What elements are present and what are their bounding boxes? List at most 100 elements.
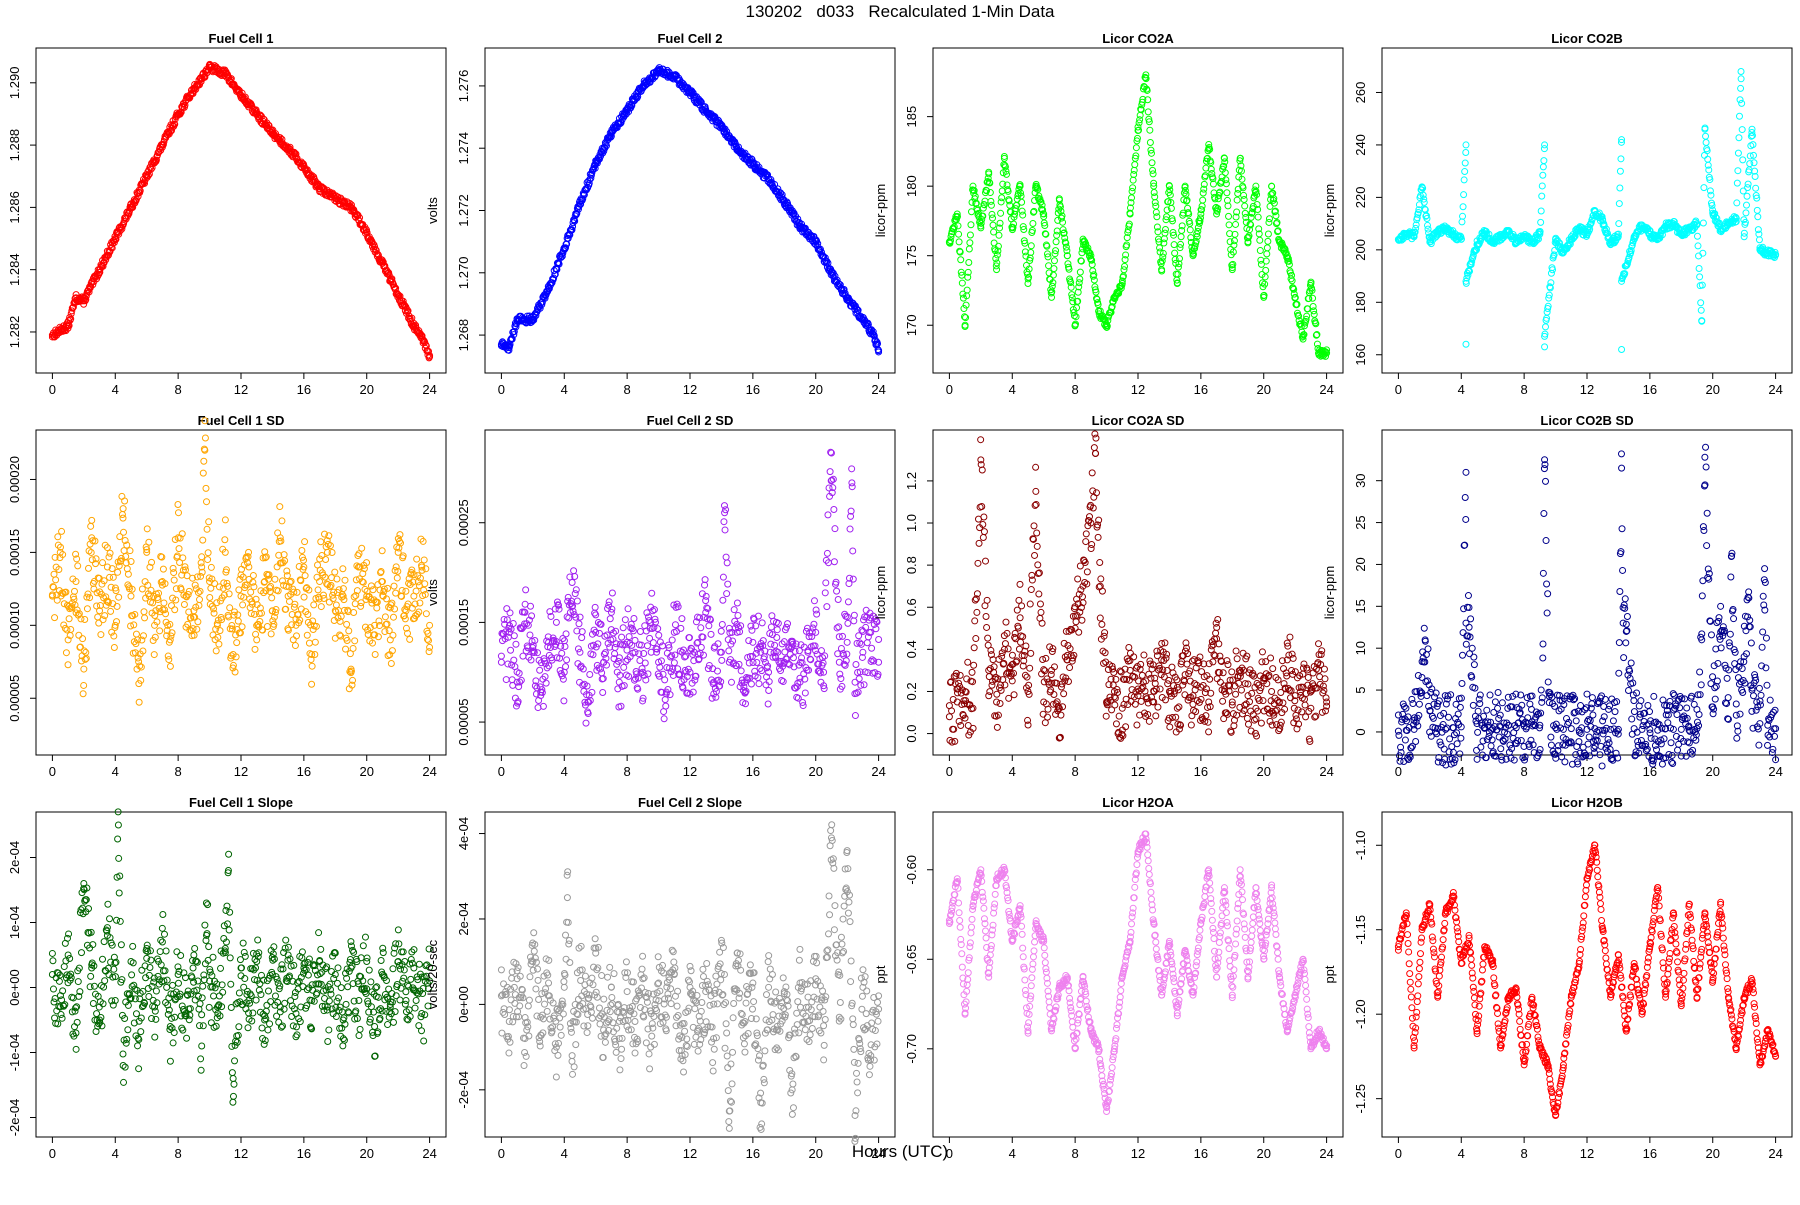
y-tick-label: 175 (904, 245, 919, 267)
data-point (731, 607, 737, 613)
data-point (340, 586, 346, 592)
data-point (370, 587, 376, 593)
data-point (168, 603, 174, 609)
data-point (315, 587, 321, 593)
x-tick-label: 4 (112, 764, 119, 779)
data-point (722, 527, 728, 533)
data-point (1540, 172, 1546, 178)
data-point (1022, 672, 1028, 678)
data-point (498, 659, 504, 665)
data-point (81, 682, 87, 688)
data-point (1696, 266, 1702, 272)
data-point (1542, 142, 1548, 148)
x-tick-label: 20 (359, 764, 373, 779)
data-point (201, 458, 207, 464)
data-point (505, 661, 511, 667)
y-tick-label: 1.268 (456, 319, 471, 352)
data-point (972, 618, 978, 624)
data-point (599, 670, 605, 676)
data-point (1735, 168, 1741, 174)
data-point (1697, 274, 1703, 280)
data-points (498, 65, 881, 355)
x-tick-label: 8 (1072, 382, 1079, 397)
data-point (622, 617, 628, 623)
data-point (382, 614, 388, 620)
y-tick-label: 1.2 (904, 472, 919, 490)
data-point (823, 580, 829, 586)
data-point (83, 649, 89, 655)
data-point (834, 588, 840, 594)
data-point (1061, 691, 1067, 697)
x-tick-label: 0 (498, 382, 505, 397)
data-point (836, 624, 842, 630)
x-tick-label: 12 (234, 764, 248, 779)
y-tick-label: 0.6 (904, 598, 919, 616)
data-point (372, 651, 378, 657)
x-tick-label: 0 (498, 764, 505, 779)
data-point (642, 660, 648, 666)
data-point (1700, 250, 1706, 256)
y-tick-label: 240 (1353, 134, 1368, 156)
y-tick-label: 185 (904, 106, 919, 128)
data-point (299, 548, 305, 554)
data-point (1162, 227, 1168, 233)
data-point (1149, 160, 1155, 166)
data-point (120, 515, 126, 521)
data-point (721, 519, 727, 525)
data-point (1130, 177, 1136, 183)
x-tick-label: 8 (624, 764, 631, 779)
data-point (394, 575, 400, 581)
data-point (1269, 183, 1275, 189)
data-point (811, 621, 817, 627)
x-tick-label: 12 (1580, 382, 1594, 397)
data-point (379, 548, 385, 554)
data-point (600, 689, 606, 695)
data-point (1145, 109, 1151, 115)
data-point (1028, 243, 1034, 249)
data-point (108, 608, 114, 614)
y-tick-label: 1.0 (904, 514, 919, 532)
data-point (311, 602, 317, 608)
data-point (340, 566, 346, 572)
data-point (1019, 199, 1025, 205)
x-tick-label: 24 (1319, 382, 1333, 397)
x-tick-label: 4 (561, 382, 568, 397)
data-point (116, 594, 122, 600)
data-point (768, 641, 774, 647)
data-point (142, 615, 148, 621)
data-point (301, 594, 307, 600)
data-point (107, 550, 113, 556)
data-point (200, 537, 206, 543)
x-tick-label: 16 (297, 764, 311, 779)
data-point (980, 534, 986, 540)
data-point (1003, 619, 1009, 625)
data-point (51, 571, 57, 577)
panel-title: Fuel Cell 1 SD (198, 413, 285, 428)
data-point (562, 644, 568, 650)
data-point (254, 637, 260, 643)
data-point (1257, 248, 1263, 254)
data-point (423, 611, 429, 617)
data-point (359, 545, 365, 551)
y-tick-label: 260 (1353, 82, 1368, 104)
data-point (403, 588, 409, 594)
data-point (82, 617, 88, 623)
data-point (206, 519, 212, 525)
data-point (498, 653, 504, 659)
data-point (1619, 347, 1625, 353)
data-point (1153, 203, 1159, 209)
data-points (946, 72, 1329, 359)
data-point (214, 600, 220, 606)
data-point (1027, 601, 1033, 607)
data-point (1233, 221, 1239, 227)
data-point (1734, 180, 1740, 186)
data-point (982, 198, 988, 204)
data-point (1030, 221, 1036, 227)
data-point (971, 662, 977, 668)
data-point (302, 573, 308, 579)
x-tick-label: 4 (1458, 382, 1465, 397)
data-point (563, 664, 569, 670)
data-point (994, 724, 1000, 730)
data-point (144, 526, 150, 532)
data-point (368, 583, 374, 589)
